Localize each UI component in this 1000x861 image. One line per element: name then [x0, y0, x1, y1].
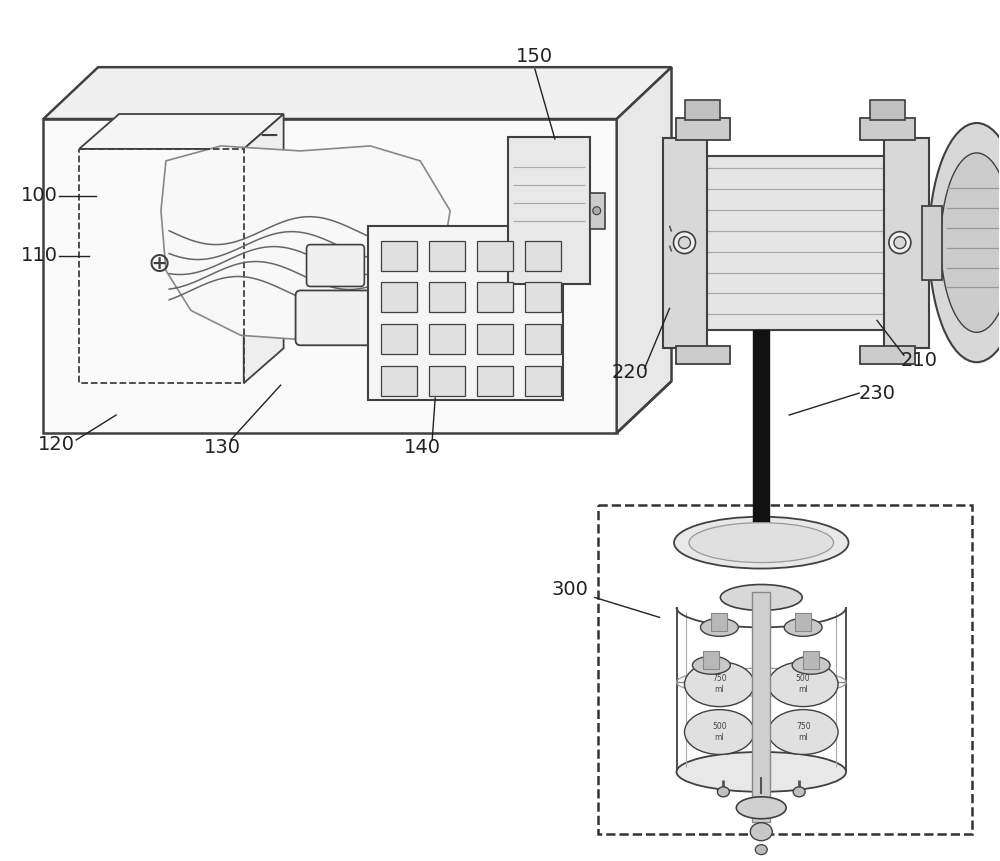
Bar [668, 156, 922, 331]
Bar [381, 325, 417, 354]
Bar [381, 240, 417, 270]
Text: 100: 100 [21, 186, 58, 205]
Bar [711, 613, 727, 631]
Bar [525, 325, 561, 354]
Ellipse shape [677, 752, 846, 792]
Bar [429, 366, 465, 396]
Text: 500
ml: 500 ml [712, 722, 727, 741]
Polygon shape [617, 67, 672, 433]
Bar [703, 651, 719, 669]
Bar [525, 240, 561, 270]
Bar [860, 118, 915, 140]
Bar [43, 119, 617, 433]
Ellipse shape [684, 709, 754, 754]
Ellipse shape [768, 662, 838, 707]
Bar [870, 100, 905, 120]
Text: ⊕: ⊕ [147, 250, 171, 277]
Ellipse shape [700, 618, 738, 636]
Bar [429, 325, 465, 354]
Ellipse shape [736, 796, 786, 819]
Bar [368, 226, 563, 400]
Text: 110: 110 [21, 246, 58, 265]
Text: 750
ml: 750 ml [712, 674, 727, 694]
Bar [429, 240, 465, 270]
Text: 500
ml: 500 ml [796, 674, 810, 694]
Bar [525, 366, 561, 396]
Ellipse shape [889, 232, 911, 254]
Ellipse shape [768, 709, 838, 754]
Bar [663, 138, 707, 348]
Bar [753, 331, 769, 549]
Ellipse shape [717, 787, 729, 796]
Bar [508, 137, 590, 284]
Ellipse shape [793, 787, 805, 796]
Ellipse shape [784, 618, 822, 636]
Ellipse shape [720, 585, 802, 610]
Ellipse shape [750, 823, 772, 840]
Text: 150: 150 [516, 46, 553, 65]
FancyBboxPatch shape [296, 290, 373, 345]
Ellipse shape [674, 232, 695, 254]
Ellipse shape [929, 123, 1000, 362]
Ellipse shape [593, 207, 601, 214]
Bar [795, 613, 811, 631]
Ellipse shape [692, 656, 730, 674]
Bar [676, 118, 730, 140]
Bar [477, 325, 513, 354]
Text: 140: 140 [404, 438, 441, 457]
Ellipse shape [689, 523, 834, 562]
Text: −: − [258, 124, 279, 148]
Text: 750
ml: 750 ml [796, 722, 810, 741]
Bar [884, 138, 929, 348]
Bar [429, 282, 465, 313]
Bar [79, 149, 244, 383]
Text: 220: 220 [611, 362, 648, 381]
Ellipse shape [755, 845, 767, 855]
Bar [676, 346, 730, 364]
Bar [381, 366, 417, 396]
Bar [860, 346, 915, 364]
Polygon shape [79, 114, 284, 149]
Bar [525, 282, 561, 313]
Ellipse shape [941, 153, 1000, 332]
Ellipse shape [894, 237, 906, 249]
Bar [598, 505, 972, 833]
Text: 300: 300 [551, 580, 588, 599]
Bar [922, 206, 942, 281]
FancyBboxPatch shape [307, 245, 364, 287]
Bar [477, 240, 513, 270]
Ellipse shape [792, 656, 830, 674]
Text: 230: 230 [858, 384, 895, 403]
Bar [477, 282, 513, 313]
Ellipse shape [684, 662, 754, 707]
Bar [590, 193, 605, 229]
Bar [381, 282, 417, 313]
Text: 120: 120 [38, 436, 75, 455]
Ellipse shape [679, 237, 690, 249]
Polygon shape [161, 146, 450, 340]
Bar [685, 100, 720, 120]
Bar [477, 366, 513, 396]
Ellipse shape [674, 517, 849, 568]
Polygon shape [244, 114, 284, 383]
Bar [752, 592, 770, 821]
Polygon shape [43, 67, 672, 119]
Bar [803, 651, 819, 669]
Text: 210: 210 [900, 350, 937, 369]
Text: 130: 130 [204, 438, 241, 457]
